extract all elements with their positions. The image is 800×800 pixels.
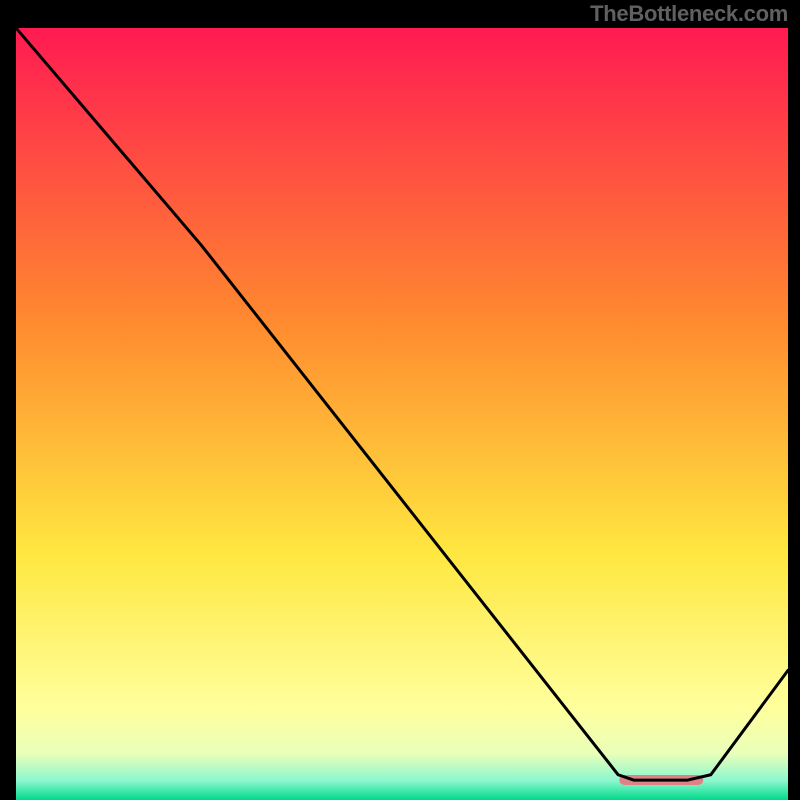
- attribution-text: TheBottleneck.com: [590, 1, 788, 27]
- plot-area: [16, 28, 788, 790]
- chart-container: { "attribution": { "text": "TheBottlenec…: [0, 0, 800, 800]
- curve-line: [16, 28, 788, 790]
